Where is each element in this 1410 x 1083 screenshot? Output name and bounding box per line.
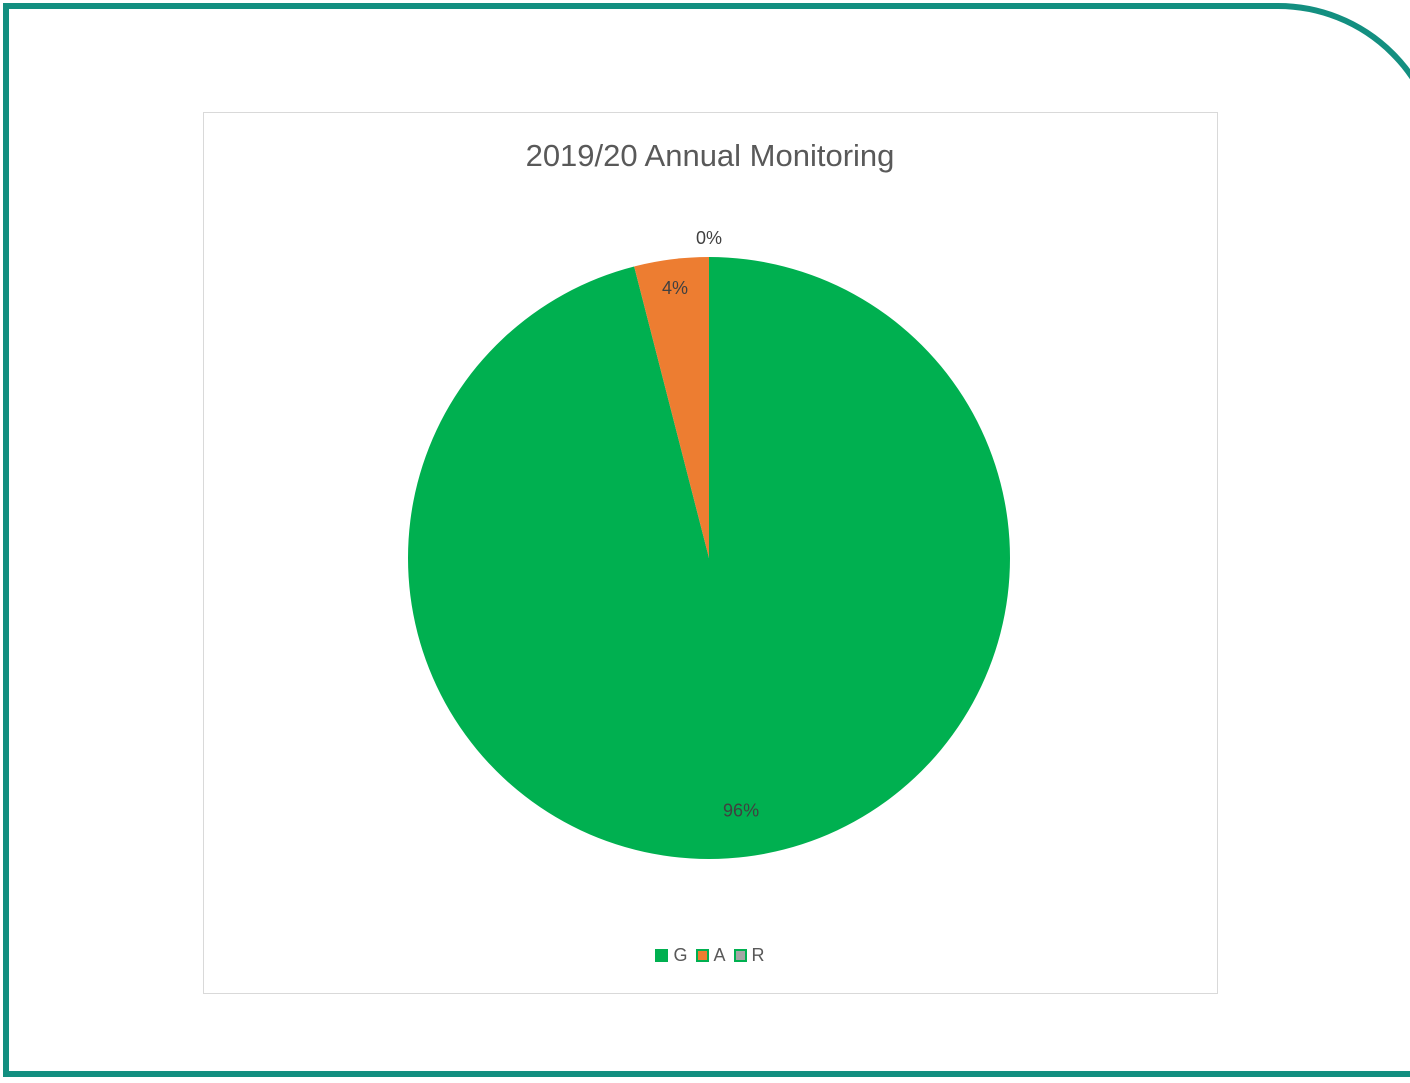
legend-item-g: G — [655, 945, 688, 966]
legend-swatch-a — [695, 949, 709, 962]
chart-title: 2019/20 Annual Monitoring — [525, 138, 895, 173]
chart-legend: G A R — [0, 945, 1410, 966]
legend-swatch-g — [655, 949, 669, 962]
legend-label-r: R — [751, 945, 765, 965]
legend-item-a: A — [695, 945, 726, 966]
legend-label-a: A — [713, 945, 726, 965]
data-label-r: 0% — [696, 228, 722, 248]
legend-item-r: R — [733, 945, 765, 966]
data-label-g: 96% — [723, 801, 759, 821]
data-label-a: 4% — [662, 278, 688, 298]
legend-label-g: G — [673, 945, 688, 965]
legend-swatch-r — [733, 949, 747, 962]
slice-a — [634, 257, 709, 558]
